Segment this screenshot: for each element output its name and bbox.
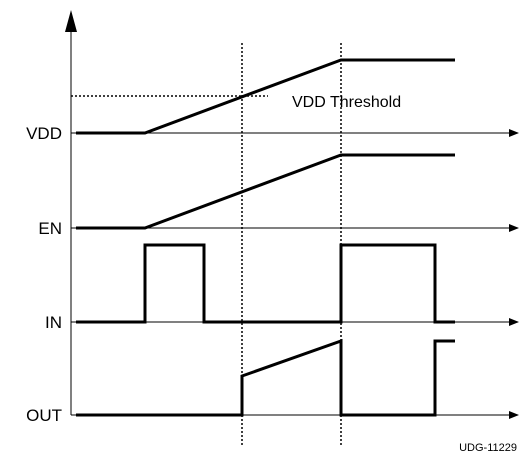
figure-code: UDG-11229 [459,442,517,454]
signal-label-out: OUT [26,406,62,425]
signal-label-in: IN [45,313,62,332]
vdd-waveform [76,58,455,135]
signal-label-vdd: VDD [26,124,62,143]
vdd-threshold-label: VDD Threshold [292,94,401,111]
y-axis-arrowhead [65,10,77,32]
out-waveform [76,338,455,417]
in-waveform [76,243,455,324]
en-waveform [76,153,455,230]
signal-label-en: EN [38,219,62,238]
